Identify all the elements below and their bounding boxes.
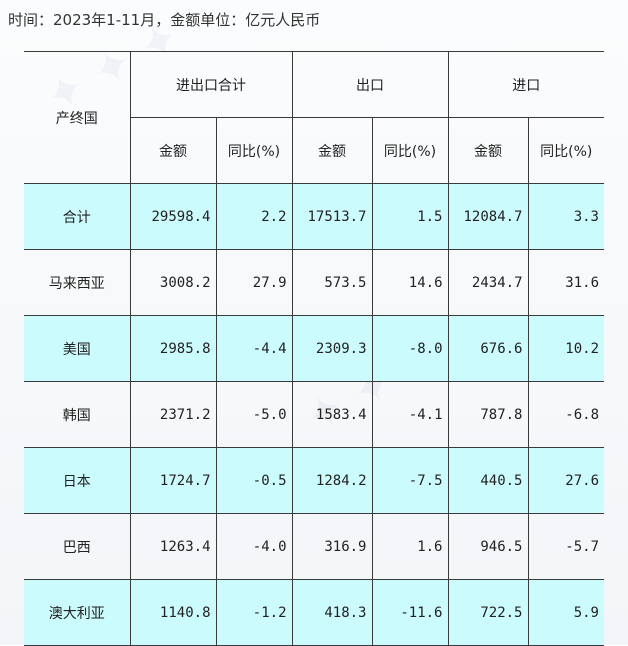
total-amount: 2371.2 — [129, 381, 217, 448]
header-country: 产终国 — [24, 51, 131, 184]
export-yoy: -4.1 — [371, 381, 449, 448]
country-name: 韩国 — [24, 381, 131, 448]
import-yoy: -6.8 — [527, 381, 604, 448]
table-row: 美国 2985.8 -4.4 2309.3 -8.0 676.6 10.2 — [24, 315, 604, 382]
header-export: 出口 — [291, 51, 449, 118]
total-amount: 1724.7 — [129, 447, 217, 514]
export-yoy: 1.5 — [371, 183, 449, 250]
export-amount: 17513.7 — [291, 183, 373, 250]
total-yoy: 27.9 — [215, 249, 293, 316]
table-row: 日本 1724.7 -0.5 1284.2 -7.5 440.5 27.6 — [24, 447, 604, 514]
trade-table: 产终国 进出口合计 出口 进口 金额 同比(%) 金额 同比(%) 金额 同比(… — [24, 51, 604, 646]
header-import-yoy: 同比(%) — [527, 117, 604, 184]
header-total: 进出口合计 — [129, 51, 293, 118]
export-amount: 1583.4 — [291, 381, 373, 448]
import-amount: 787.8 — [447, 381, 529, 448]
country-name: 澳大利亚 — [24, 579, 131, 646]
export-yoy: -7.5 — [371, 447, 449, 514]
import-amount: 440.5 — [447, 447, 529, 514]
export-amount: 1284.2 — [291, 447, 373, 514]
export-amount: 418.3 — [291, 579, 373, 646]
header-import: 进口 — [447, 51, 604, 118]
table-row: 马来西亚 3008.2 27.9 573.5 14.6 2434.7 31.6 — [24, 249, 604, 316]
total-amount: 1140.8 — [129, 579, 217, 646]
total-amount: 3008.2 — [129, 249, 217, 316]
table-row: 合计 29598.4 2.2 17513.7 1.5 12084.7 3.3 — [24, 183, 604, 250]
export-yoy: 1.6 — [371, 513, 449, 580]
total-yoy: -4.0 — [215, 513, 293, 580]
import-amount: 2434.7 — [447, 249, 529, 316]
table-row: 韩国 2371.2 -5.0 1583.4 -4.1 787.8 -6.8 — [24, 381, 604, 448]
export-yoy: 14.6 — [371, 249, 449, 316]
country-name: 马来西亚 — [24, 249, 131, 316]
import-amount: 676.6 — [447, 315, 529, 382]
import-amount: 12084.7 — [447, 183, 529, 250]
import-yoy: 5.9 — [527, 579, 604, 646]
header-export-amount: 金额 — [291, 117, 373, 184]
total-amount: 1263.4 — [129, 513, 217, 580]
total-yoy: -4.4 — [215, 315, 293, 382]
total-yoy: -5.0 — [215, 381, 293, 448]
export-amount: 573.5 — [291, 249, 373, 316]
country-name: 美国 — [24, 315, 131, 382]
total-amount: 2985.8 — [129, 315, 217, 382]
import-yoy: 31.6 — [527, 249, 604, 316]
table-caption: 时间：2023年1-11月，金额单位：亿元人民币 — [8, 11, 321, 29]
header-total-amount: 金额 — [130, 117, 217, 184]
header-export-yoy: 同比(%) — [371, 117, 449, 184]
import-yoy: 10.2 — [527, 315, 604, 382]
header-import-amount: 金额 — [447, 117, 529, 184]
country-name: 巴西 — [24, 513, 131, 580]
total-yoy: -1.2 — [215, 579, 293, 646]
export-yoy: -11.6 — [371, 579, 449, 646]
export-amount: 316.9 — [291, 513, 373, 580]
total-yoy: -0.5 — [215, 447, 293, 514]
import-yoy: -5.7 — [527, 513, 604, 580]
table-row: 澳大利亚 1140.8 -1.2 418.3 -11.6 722.5 5.9 — [24, 579, 604, 646]
export-yoy: -8.0 — [371, 315, 449, 382]
import-amount: 722.5 — [447, 579, 529, 646]
import-yoy: 3.3 — [527, 183, 604, 250]
import-amount: 946.5 — [447, 513, 529, 580]
country-name: 日本 — [24, 447, 131, 514]
country-name: 合计 — [24, 183, 131, 250]
total-yoy: 2.2 — [215, 183, 293, 250]
total-amount: 29598.4 — [129, 183, 217, 250]
header-total-yoy: 同比(%) — [215, 117, 293, 184]
table-row: 巴西 1263.4 -4.0 316.9 1.6 946.5 -5.7 — [24, 513, 604, 580]
export-amount: 2309.3 — [291, 315, 373, 382]
import-yoy: 27.6 — [527, 447, 604, 514]
